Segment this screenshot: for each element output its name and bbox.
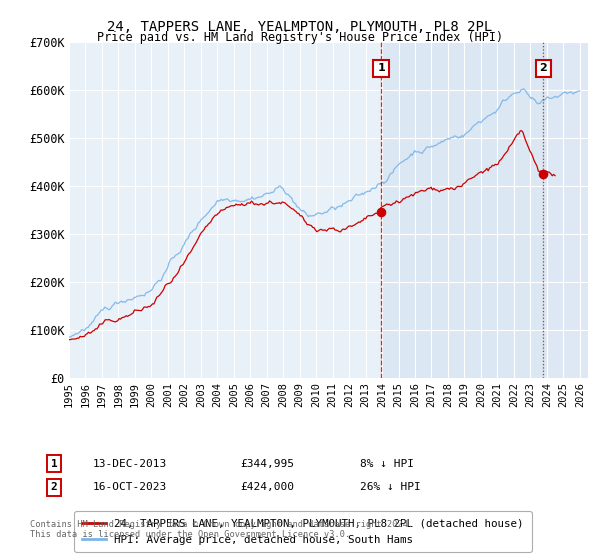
Text: 1: 1	[377, 63, 385, 73]
Text: £424,000: £424,000	[240, 482, 294, 492]
Text: 26% ↓ HPI: 26% ↓ HPI	[360, 482, 421, 492]
Text: 1: 1	[50, 459, 58, 469]
Bar	[544, 42, 588, 378]
Text: Contains HM Land Registry data © Crown copyright and database right 2024.: Contains HM Land Registry data © Crown c…	[30, 520, 413, 529]
Text: This data is licensed under the Open Government Licence v3.0.: This data is licensed under the Open Gov…	[30, 530, 350, 539]
Text: 24, TAPPERS LANE, YEALMPTON, PLYMOUTH, PL8 2PL: 24, TAPPERS LANE, YEALMPTON, PLYMOUTH, P…	[107, 20, 493, 34]
Legend: 24, TAPPERS LANE, YEALMPTON, PLYMOUTH, PL8 2PL (detached house), HPI: Average pr: 24, TAPPERS LANE, YEALMPTON, PLYMOUTH, P…	[74, 511, 532, 552]
Text: 2: 2	[539, 63, 547, 73]
Text: 2: 2	[50, 482, 58, 492]
Text: £344,995: £344,995	[240, 459, 294, 469]
Point	[539, 170, 548, 179]
Text: 13-DEC-2013: 13-DEC-2013	[93, 459, 167, 469]
Text: Price paid vs. HM Land Registry's House Price Index (HPI): Price paid vs. HM Land Registry's House …	[97, 31, 503, 44]
Point	[376, 208, 386, 217]
Text: 8% ↓ HPI: 8% ↓ HPI	[360, 459, 414, 469]
Text: 16-OCT-2023: 16-OCT-2023	[93, 482, 167, 492]
Bar	[381, 42, 544, 378]
